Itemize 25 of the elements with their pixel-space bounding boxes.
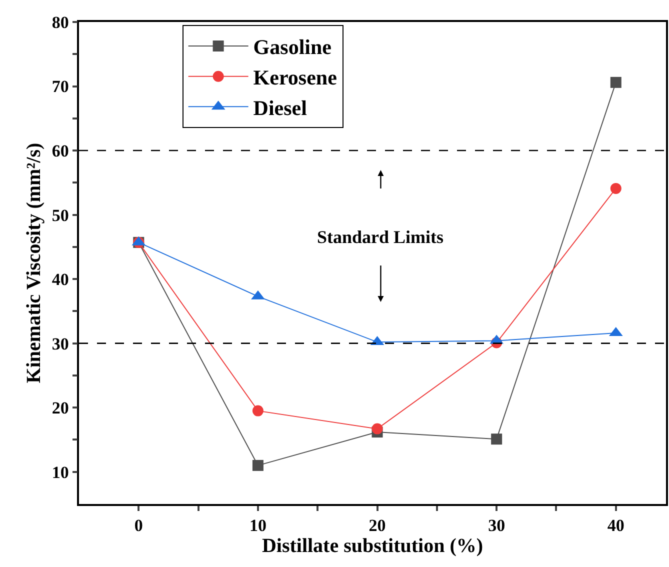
annotation: Standard Limits	[317, 227, 444, 247]
y-tick-label: 30	[52, 334, 69, 354]
legend-label: Kerosene	[253, 66, 337, 90]
y-tick-label: 40	[52, 270, 69, 290]
y-tick-label: 10	[52, 462, 69, 482]
y-tick-label: 80	[52, 12, 69, 32]
point	[610, 76, 622, 88]
point	[372, 423, 383, 434]
point	[491, 434, 502, 445]
point	[252, 460, 264, 471]
y-tick-label: 60	[52, 141, 69, 160]
x-tick-label: 0	[134, 516, 143, 536]
y-tick-label: 70	[52, 77, 69, 96]
x-tick-label: 10	[249, 516, 266, 536]
x-tick-label: 20	[368, 516, 386, 536]
legend-label: Diesel	[253, 96, 308, 120]
y-tick-label: 20	[52, 398, 69, 418]
legend-label: Gasoline	[253, 35, 332, 60]
x-tick-label: 30	[488, 516, 506, 536]
x-tick-label: 40	[607, 516, 624, 536]
point	[252, 405, 264, 416]
y-axis-title: Kinematic Viscosity (mm²/s)	[22, 142, 45, 384]
point	[610, 182, 622, 194]
x-axis-title: Distillate substitution (%)	[262, 535, 484, 558]
y-tick-label: 50	[52, 206, 69, 225]
